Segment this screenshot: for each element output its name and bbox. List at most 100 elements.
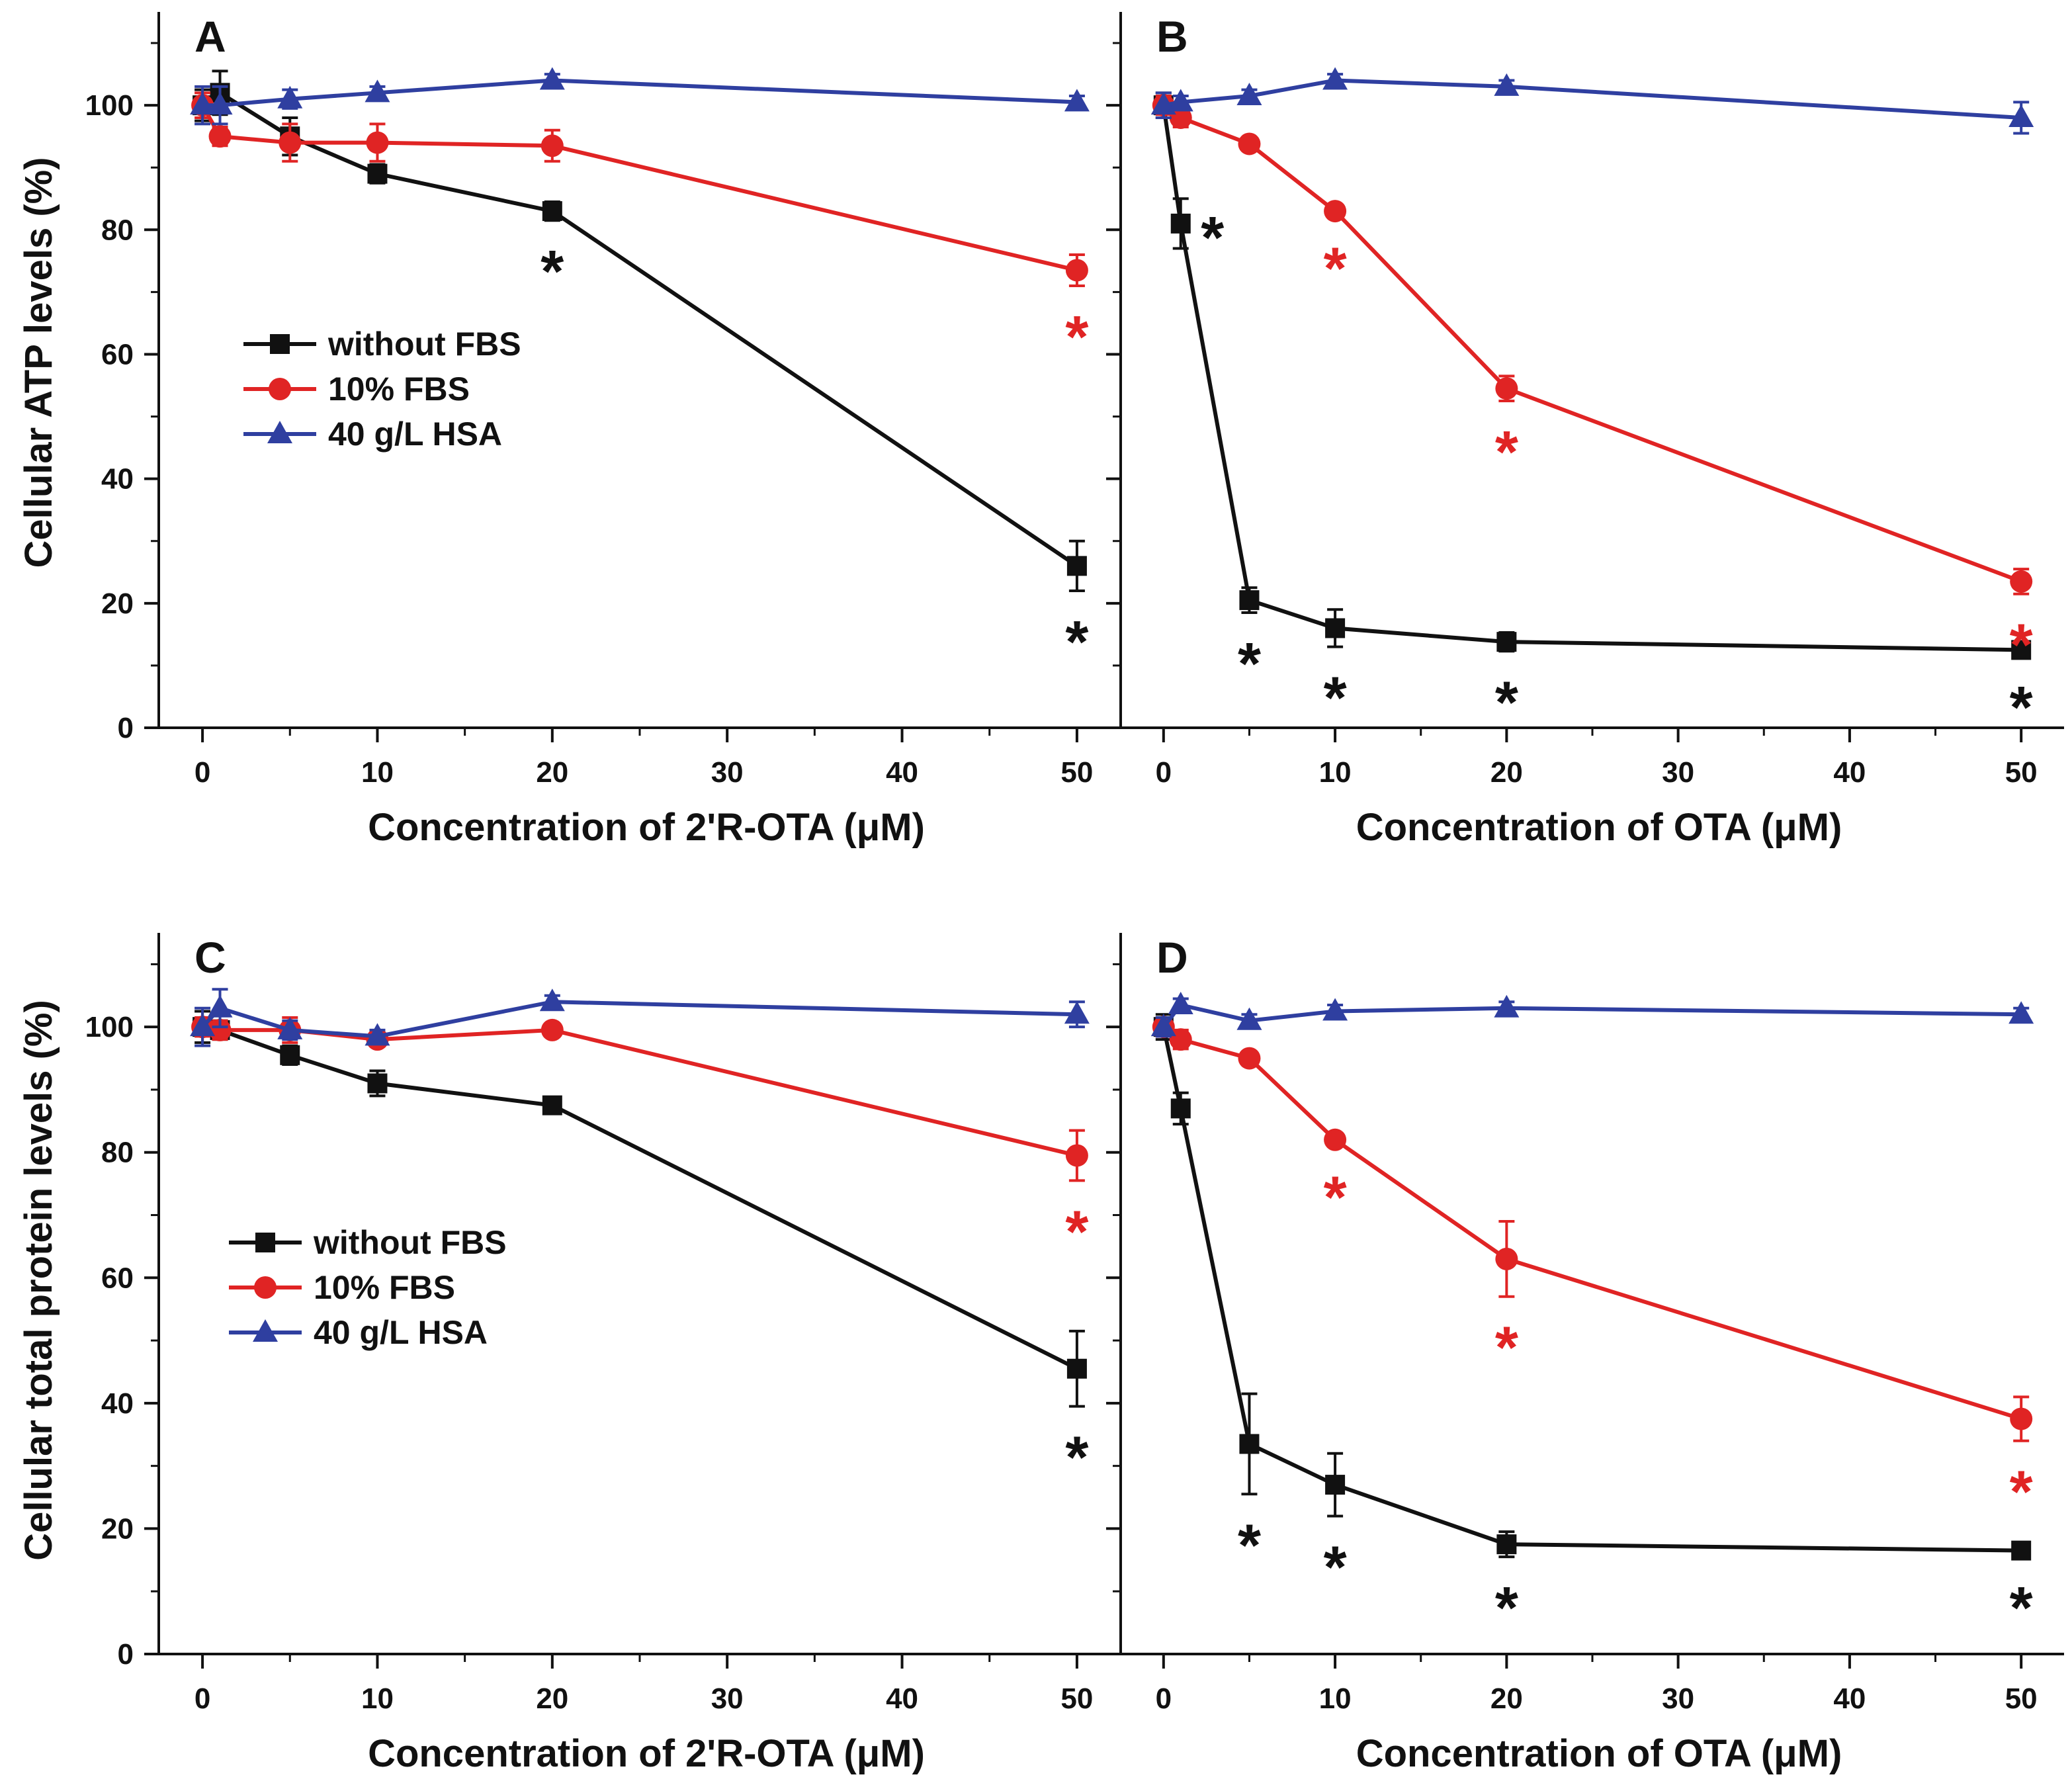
data-point <box>542 201 562 222</box>
significance-star: * <box>1065 609 1088 676</box>
data-point <box>2010 1407 2033 1430</box>
data-point <box>539 67 565 90</box>
data-point <box>1495 1247 1518 1270</box>
x-tick-label: 20 <box>536 756 568 789</box>
significance-star: * <box>1495 670 1518 736</box>
legend-marker <box>269 378 291 400</box>
x-tick-label: 0 <box>1156 1682 1172 1715</box>
x-tick-label: 50 <box>2005 1682 2038 1715</box>
data-point <box>1322 67 1348 90</box>
data-point <box>1236 1007 1262 1030</box>
data-point <box>2011 640 2032 660</box>
x-tick-label: 10 <box>361 1682 394 1715</box>
panel-letter: A <box>194 12 226 61</box>
data-point <box>1496 632 1517 652</box>
significance-star: * <box>2010 613 2033 679</box>
series-line <box>200 104 1078 273</box>
x-tick-label: 10 <box>1319 1682 1352 1715</box>
series-without-fbs: ** <box>193 69 1088 676</box>
data-point <box>1236 83 1262 106</box>
series-line <box>1161 105 2022 652</box>
legend-label: 10% FBS <box>314 1269 455 1306</box>
series-line <box>1162 103 2022 584</box>
y-tick-label: 40 <box>101 1387 134 1420</box>
significance-star: * <box>1495 1575 1518 1641</box>
y-tick-label: 80 <box>101 1137 134 1169</box>
x-tick-label: 40 <box>1833 1682 1866 1715</box>
x-tick-label: 40 <box>1833 756 1866 789</box>
legend-entry-without-fbs: without FBS <box>243 326 521 363</box>
data-point <box>365 1023 390 1046</box>
legend-marker <box>270 334 290 354</box>
legend-marker <box>267 421 292 443</box>
y-axis-label-bottom: Cellular total protein levels (%) <box>17 1000 60 1561</box>
series-without-fbs: * * * * <box>1153 1013 2033 1641</box>
data-point <box>1064 89 1090 112</box>
data-point <box>1169 106 1192 129</box>
data-point <box>1065 1144 1088 1167</box>
data-point <box>1494 994 1520 1018</box>
panel-letter: D <box>1156 933 1188 982</box>
x-tick-label: 10 <box>361 756 394 789</box>
significance-star: * <box>540 239 564 305</box>
data-point <box>2008 1001 2034 1024</box>
data-point <box>1169 1028 1192 1051</box>
legend-entry-40-g-l-hsa: 40 g/L HSA <box>243 415 502 453</box>
data-point <box>367 163 388 184</box>
legend-label: 40 g/L HSA <box>314 1314 488 1351</box>
data-point <box>366 131 389 154</box>
x-tick-label: 0 <box>1156 756 1172 789</box>
series-10-fbs: * * * <box>1152 1016 2033 1526</box>
data-point <box>539 988 565 1012</box>
legend: without FBS 10% FBS 40 g/L HSA <box>243 326 521 453</box>
data-point <box>2011 1540 2032 1561</box>
data-point <box>1325 1475 1346 1495</box>
y-tick-label: 40 <box>101 463 134 496</box>
data-point <box>540 134 564 157</box>
x-tick-label: 50 <box>1060 756 1093 789</box>
x-tick-label: 40 <box>886 1682 918 1715</box>
data-point <box>1170 1098 1191 1119</box>
data-point <box>277 85 303 109</box>
series-line <box>202 78 1078 108</box>
significance-star: * <box>1238 1512 1261 1579</box>
legend-label: 10% FBS <box>328 371 470 408</box>
y-tick-label: 100 <box>85 89 134 122</box>
panel-c: 0 10 20 30 40 50 0 20 40 60 80 100 Concentration of … <box>85 933 1121 1775</box>
legend-label: without FBS <box>327 326 521 363</box>
x-tick-label: 10 <box>1319 756 1352 789</box>
data-point <box>280 1045 300 1065</box>
y-tick-label: 20 <box>101 588 134 620</box>
x-tick-label: 30 <box>1662 1682 1694 1715</box>
data-point <box>1238 132 1261 155</box>
series-40-g-l-hsa <box>190 988 1090 1047</box>
x-tick-label: 30 <box>1662 756 1694 789</box>
data-point <box>190 92 216 115</box>
data-point <box>542 1095 562 1115</box>
data-point <box>1066 1358 1087 1379</box>
data-point <box>365 79 390 103</box>
data-point <box>1324 1128 1347 1151</box>
data-point <box>367 1073 388 1094</box>
significance-star: * <box>1324 666 1347 732</box>
significance-star: * <box>1495 1315 1518 1381</box>
significance-star: * <box>1201 205 1224 271</box>
x-tick-label: 40 <box>886 756 918 789</box>
legend-label: 40 g/L HSA <box>328 415 502 453</box>
data-point <box>1239 1434 1260 1454</box>
series-line <box>202 1025 1078 1158</box>
series-line <box>1163 78 2022 120</box>
y-tick-label: 100 <box>85 1011 134 1043</box>
data-point <box>1168 992 1193 1014</box>
x-axis-label: Concentration of 2'R-OTA (μM) <box>368 806 925 849</box>
legend: without FBS 10% FBS 40 g/L HSA <box>229 1224 507 1351</box>
series-line <box>1161 1026 2022 1553</box>
series-line <box>1162 1003 2022 1029</box>
panel-letter: B <box>1156 12 1188 61</box>
series-10-fbs: * * * <box>1152 94 2033 679</box>
significance-star: * <box>1495 419 1518 486</box>
panel-letter: C <box>194 933 226 982</box>
y-axis-label-top: Cellular ATP levels (%) <box>17 157 60 568</box>
series-40-g-l-hsa <box>1150 992 2034 1038</box>
